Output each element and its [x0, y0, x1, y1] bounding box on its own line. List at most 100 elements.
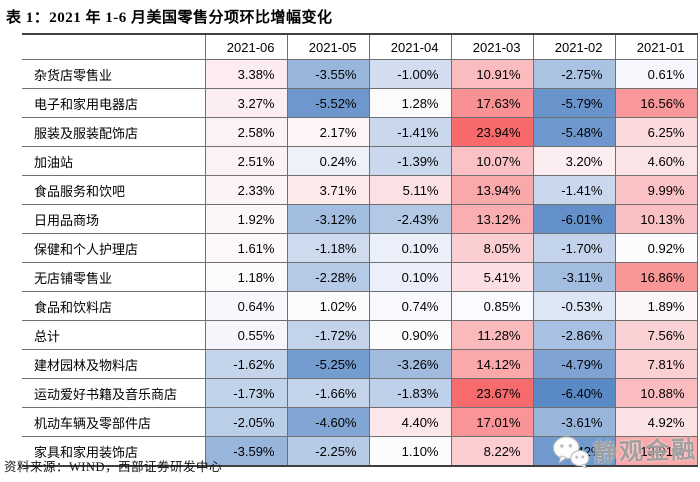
value-cell: -5.25% — [286, 349, 370, 379]
value-cell: 2.58% — [204, 117, 288, 147]
value-cell: 10.91% — [450, 59, 534, 89]
value-cell: 5.41% — [450, 262, 534, 292]
value-cell: -1.41% — [532, 175, 616, 205]
table-row: 加油站 2.51% 0.24% -1.39% 10.07% 3.20% 4.60% — [22, 146, 698, 176]
value-cell: -4.79% — [532, 349, 616, 379]
header-row: 2021-06 2021-05 2021-04 2021-03 2021-02 2021-… — [22, 33, 698, 60]
value-cell: 11.28% — [450, 320, 534, 350]
value-cell: 4.92% — [614, 407, 698, 437]
value-cell: 3.20% — [532, 146, 616, 176]
figure-title: 表 1：2021 年 1-6 月美国零售分项环比增幅变化 — [6, 10, 333, 26]
value-cell: 4.60% — [614, 146, 698, 176]
row-label: 日用品商场 — [22, 204, 206, 234]
table-row: 食品服务和饮吧 2.33% 3.71% 5.11% 13.94% -1.41% 9.99% — [22, 175, 698, 205]
value-cell: 17.01% — [450, 407, 534, 437]
column-header-2021-05: 2021-05 — [286, 33, 370, 60]
table-row: 运动爱好书籍及音乐商店 -1.73% -1.66% -1.83% 23.67% -6.40… — [22, 378, 698, 408]
value-cell: -6.01% — [532, 204, 616, 234]
value-cell: 1.18% — [204, 262, 288, 292]
value-cell: -2.28% — [286, 262, 370, 292]
value-cell: 13.91% — [614, 436, 698, 467]
value-cell: 16.56% — [614, 88, 698, 118]
watermark-text: 静观金融 — [592, 436, 698, 468]
value-cell: 16.86% — [614, 262, 698, 292]
value-cell: 14.12% — [450, 349, 534, 379]
table-row: 杂货店零售业 3.38% -3.55% -1.00% 10.91% -2.75% 0.61% — [22, 59, 698, 89]
table-body: 杂货店零售业 3.38% -3.55% -1.00% 10.91% -2.75% 0.61%… — [22, 59, 698, 467]
watermark: 静观金融 — [551, 429, 698, 469]
column-header-2021-06: 2021-06 — [204, 33, 288, 60]
column-header-2021-03: 2021-03 — [450, 33, 534, 60]
value-cell: 6.25% — [614, 117, 698, 147]
value-cell: -1.18% — [286, 233, 370, 263]
table-row: 服装及服装配饰店 2.58% 2.17% -1.41% 23.94% -5.48% 6.25… — [22, 117, 698, 147]
value-cell: -1.72% — [286, 320, 370, 350]
value-cell: 8.05% — [450, 233, 534, 263]
value-cell: 3.38% — [204, 59, 288, 89]
value-cell: -2.25% — [286, 436, 370, 467]
value-cell: 7.81% — [614, 349, 698, 379]
value-cell: 0.55% — [204, 320, 288, 350]
column-header-2021-02: 2021-02 — [532, 33, 616, 60]
value-cell: 3.71% — [286, 175, 370, 205]
value-cell: 0.74% — [368, 291, 452, 321]
value-cell: 3.27% — [204, 88, 288, 118]
value-cell: 13.12% — [450, 204, 534, 234]
value-cell: -3.11% — [532, 262, 616, 292]
value-cell: -1.83% — [368, 378, 452, 408]
value-cell: -3.59% — [204, 436, 288, 467]
value-cell: -5.52% — [286, 88, 370, 118]
value-cell: 9.99% — [614, 175, 698, 205]
value-cell: 2.17% — [286, 117, 370, 147]
value-cell: 1.61% — [204, 233, 288, 263]
table-row: 食品和饮料店 0.64% 1.02% 0.74% 0.85% -0.53% 1.89% — [22, 291, 698, 321]
value-cell: -6.40% — [532, 378, 616, 408]
value-cell: -5.79% — [532, 88, 616, 118]
value-cell: -1.73% — [204, 378, 288, 408]
table-header: 2021-06 2021-05 2021-04 2021-03 2021-02 2021-… — [22, 33, 698, 60]
value-cell: 17.63% — [450, 88, 534, 118]
value-cell: -1.41% — [368, 117, 452, 147]
column-header-2021-01: 2021-01 — [614, 33, 698, 60]
source-note: 资料来源：WIND，西部证券研发中心 — [4, 460, 223, 474]
row-label: 食品和饮料店 — [22, 291, 206, 321]
table-row: 建材园林及物料店 -1.62% -5.25% -3.26% 14.12% -4.79% 7.… — [22, 349, 698, 379]
table-row: 电子和家用电器店 3.27% -5.52% 1.28% 17.63% -5.79% 16.5… — [22, 88, 698, 118]
value-cell: -1.00% — [368, 59, 452, 89]
row-label: 建材园林及物料店 — [22, 349, 206, 379]
table-row: 日用品商场 1.92% -3.12% -2.43% 13.12% -6.01% 10.13% — [22, 204, 698, 234]
column-header-2021-04: 2021-04 — [368, 33, 452, 60]
value-cell: -1.62% — [204, 349, 288, 379]
value-cell: -3.26% — [368, 349, 452, 379]
row-label: 无店铺零售业 — [22, 262, 206, 292]
value-cell: 0.10% — [368, 262, 452, 292]
retail-momchange-table: 2021-06 2021-05 2021-04 2021-03 2021-02 2021-… — [22, 33, 698, 467]
value-cell: 10.13% — [614, 204, 698, 234]
value-cell: 0.24% — [286, 146, 370, 176]
row-label: 运动爱好书籍及音乐商店 — [22, 378, 206, 408]
table-row: 总计 0.55% -1.72% 0.90% 11.28% -2.86% 7.56% — [22, 320, 698, 350]
value-cell: 0.10% — [368, 233, 452, 263]
corner-cell — [22, 33, 206, 60]
value-cell: 0.85% — [450, 291, 534, 321]
value-cell: -2.75% — [532, 59, 616, 89]
row-label: 杂货店零售业 — [22, 59, 206, 89]
value-cell: 7.56% — [614, 320, 698, 350]
row-label: 服装及服装配饰店 — [22, 117, 206, 147]
value-cell: -4.60% — [286, 407, 370, 437]
value-cell: 5.11% — [368, 175, 452, 205]
value-cell: -3.61% — [532, 407, 616, 437]
table-row: 机动车辆及零部件店 -2.05% -4.60% 4.40% 17.01% -3.61% 4.… — [22, 407, 698, 437]
value-cell: 1.10% — [368, 436, 452, 467]
value-cell: -2.43% — [368, 204, 452, 234]
value-cell: 0.90% — [368, 320, 452, 350]
table-row: 无店铺零售业 1.18% -2.28% 0.10% 5.41% -3.11% 16.86% — [22, 262, 698, 292]
value-cell: -0.53% — [532, 291, 616, 321]
value-cell: 23.67% — [450, 378, 534, 408]
row-label: 加油站 — [22, 146, 206, 176]
row-label: 保健和个人护理店 — [22, 233, 206, 263]
row-label: 食品服务和饮吧 — [22, 175, 206, 205]
wechat-icon — [551, 434, 590, 469]
value-cell: 1.02% — [286, 291, 370, 321]
